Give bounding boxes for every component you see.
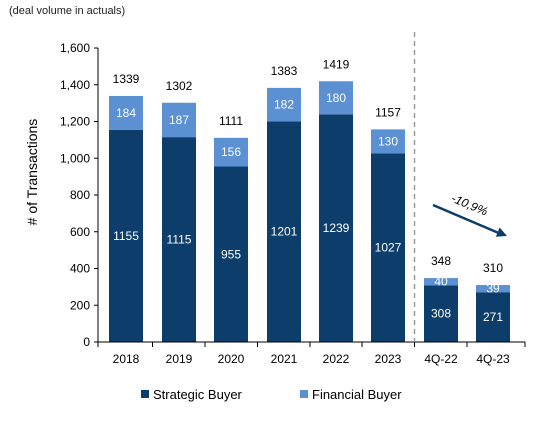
bar-strategic (109, 129, 143, 342)
data-label-total: 1339 (113, 72, 140, 86)
data-label-financial: 184 (116, 106, 136, 120)
trend-arrow-line (432, 203, 502, 236)
data-label-strategic: 1239 (323, 221, 350, 235)
legend-label-financial: Financial Buyer (312, 387, 402, 402)
data-label-total: 1302 (166, 79, 193, 93)
data-labels: 1155 184 1339 1115 187 1302 955 156 1111 1201 182 1… (113, 57, 504, 324)
data-label-strategic: 1027 (375, 241, 402, 255)
data-label-strategic: 1115 (167, 233, 192, 247)
y-tick-label: 200 (70, 298, 90, 312)
x-tick-label: 2023 (375, 352, 402, 366)
bar-strategic (424, 285, 458, 342)
data-label-strategic: 1201 (271, 225, 298, 239)
bar-financial (476, 285, 510, 293)
bar-financial (319, 81, 353, 115)
trend-annotation: -10,9% (432, 191, 507, 237)
data-label-financial: 180 (326, 91, 346, 105)
data-label-financial: 39 (486, 282, 500, 296)
x-tick-label: 2022 (323, 352, 350, 366)
y-tick-label: 1,200 (60, 115, 90, 129)
bar-strategic (476, 292, 510, 342)
data-label-strategic: 271 (483, 310, 503, 324)
y-tick-label: 0 (83, 335, 90, 349)
legend: Strategic Buyer Financial Buyer (141, 387, 402, 402)
y-axis: 0 200 400 600 800 1,000 1,200 1,400 1,600 (60, 41, 99, 349)
data-label-financial: 40 (434, 275, 448, 289)
y-tick-label: 600 (70, 225, 90, 239)
data-label-financial: 156 (221, 145, 241, 159)
x-tick-label: 2018 (113, 352, 140, 366)
y-tick-label: 1,600 (60, 41, 90, 55)
x-tick-label: 2021 (271, 352, 298, 366)
data-label-total: 310 (483, 261, 503, 275)
data-label-financial: 187 (169, 113, 189, 127)
bar-strategic (162, 137, 196, 342)
chart-subtitle: (deal volume in actuals) (9, 5, 125, 17)
data-label-strategic: 1155 (113, 229, 139, 243)
trend-arrow-head (495, 227, 507, 237)
bar-financial (162, 102, 196, 138)
data-label-total: 1157 (375, 105, 401, 119)
y-axis-title: # of Transactions (24, 119, 40, 226)
data-label-total: 1111 (219, 114, 243, 128)
data-label-financial: 130 (378, 134, 398, 148)
bar-strategic (371, 153, 405, 342)
data-label-total: 1419 (323, 57, 350, 71)
bar-financial (424, 278, 458, 286)
y-tick-label: 800 (70, 188, 90, 202)
data-label-strategic: 955 (221, 247, 241, 261)
bar-financial (214, 137, 248, 167)
bar-financial (109, 95, 143, 130)
bar-strategic (214, 166, 248, 342)
legend-swatch-financial (300, 390, 308, 398)
x-tick-label: 4Q-22 (424, 352, 458, 366)
x-axis: 2018 2019 2020 2021 2022 2023 4Q-22 4Q-23 (97, 341, 526, 366)
x-tick-label: 2019 (166, 352, 193, 366)
bar-financial (267, 87, 301, 122)
data-label-total: 348 (431, 254, 451, 268)
data-label-strategic: 308 (431, 307, 451, 321)
x-tick-label: 2020 (218, 352, 245, 366)
y-tick-label: 400 (70, 262, 90, 276)
data-label-financial: 182 (274, 98, 294, 112)
y-tick-label: 1,400 (60, 78, 90, 92)
bar-strategic (319, 114, 353, 343)
bar-strategic (267, 121, 301, 342)
legend-label-strategic: Strategic Buyer (153, 387, 243, 402)
bars (109, 81, 510, 343)
x-tick-label: 4Q-23 (476, 352, 510, 366)
y-tick-label: 1,000 (60, 151, 90, 165)
data-label-total: 1383 (271, 64, 298, 78)
legend-swatch-strategic (141, 390, 149, 398)
bar-financial (371, 129, 405, 154)
